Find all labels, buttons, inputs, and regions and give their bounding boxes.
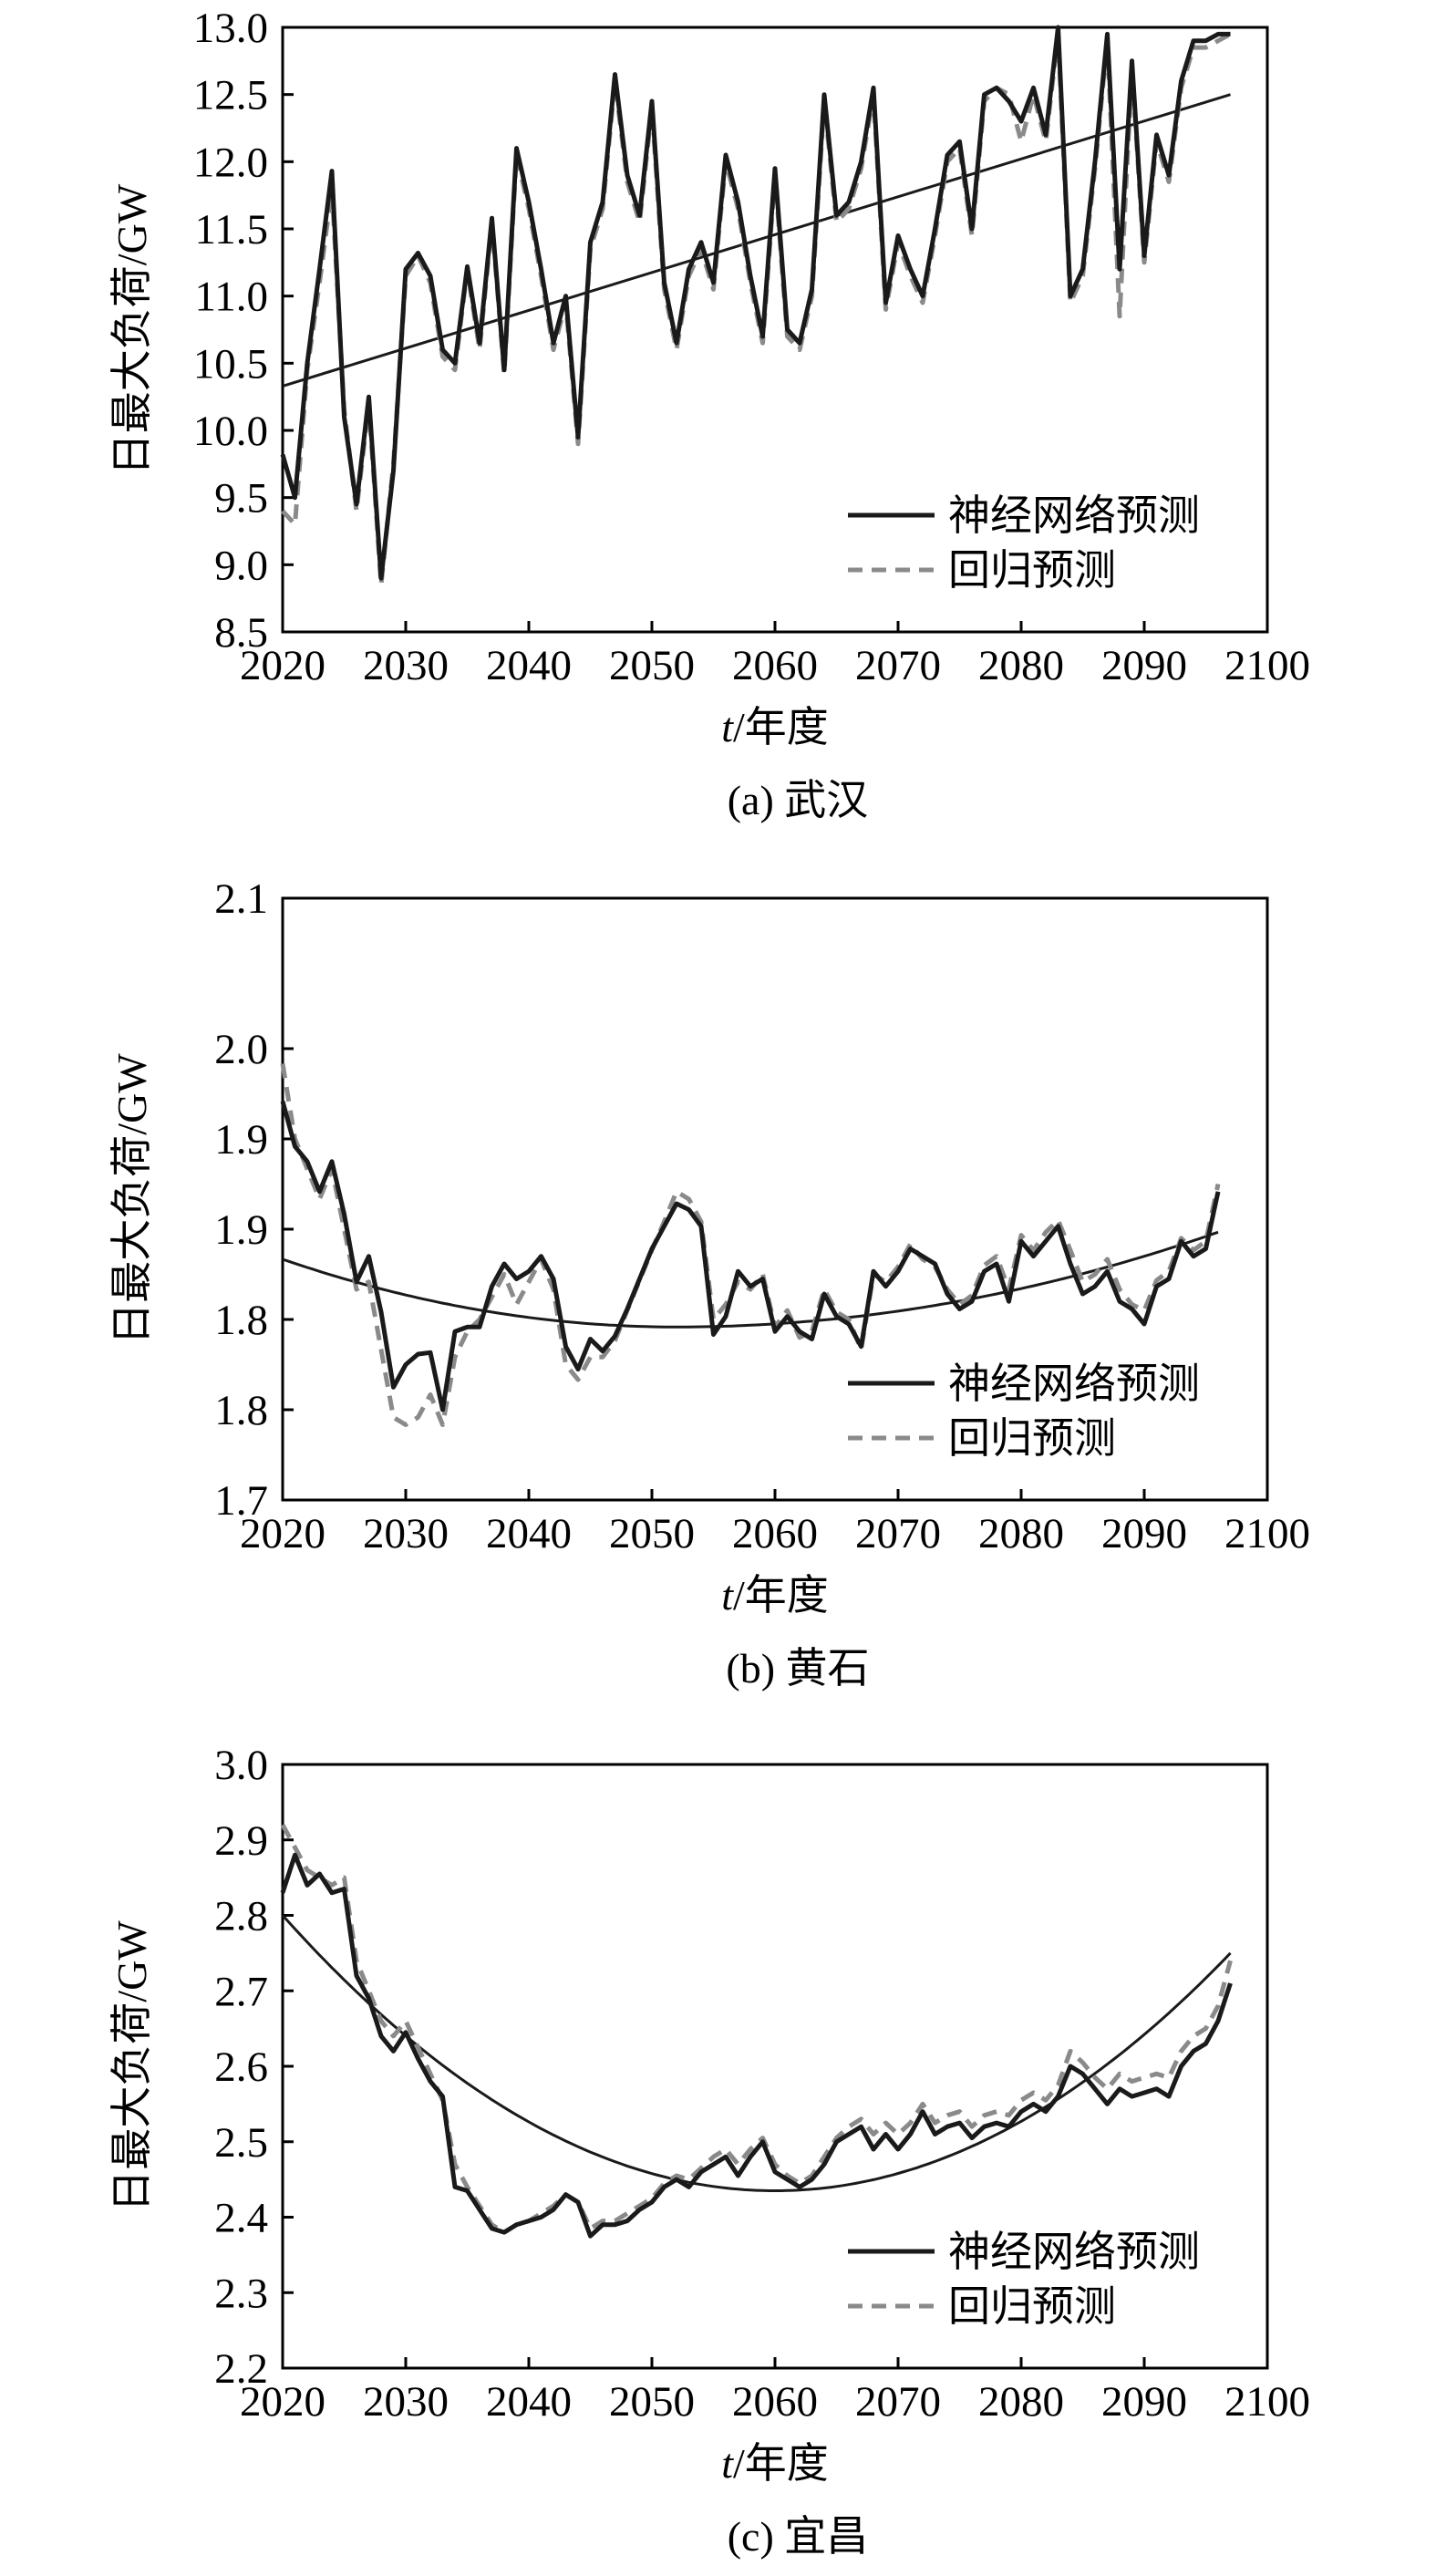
y-tick-label: 10.0 <box>193 408 268 455</box>
y-tick-label: 2.2 <box>214 2345 268 2393</box>
y-tick-label: 2.4 <box>214 2195 268 2242</box>
chart-panel-3: 2020 2030 2040 2050 2060 2070 2080 2090 2100 2.2 2… <box>108 1742 1310 2560</box>
trend-line <box>282 1230 1219 1329</box>
y-axis-label: 日最大负荷/GW <box>108 1920 155 2212</box>
x-tick-label: 2040 <box>486 2378 572 2426</box>
x-tick-label: 2050 <box>609 1510 695 1557</box>
x-tick-label: 2040 <box>486 1510 572 1557</box>
chart-caption: (a) 武汉 <box>728 777 869 823</box>
y-tick-label: 1.8 <box>214 1387 268 1434</box>
x-tick-label: 2040 <box>486 642 572 689</box>
x-tick-label: 2070 <box>855 2378 941 2426</box>
x-axis-label: t/年度 <box>721 704 829 750</box>
chart-caption: (b) 黄石 <box>726 1645 869 1691</box>
chart-caption: (c) 宜昌 <box>728 2513 869 2560</box>
x-tick-label: 2030 <box>363 1510 449 1557</box>
legend-label-neural: 神经网络预测 <box>948 2227 1200 2276</box>
x-tick-label: 2080 <box>978 642 1064 689</box>
y-tick-label: 12.0 <box>193 139 268 186</box>
x-tick-label: 2020 <box>240 642 325 689</box>
x-tick-label: 2070 <box>855 1510 941 1557</box>
y-tick-label: 2.3 <box>214 2270 268 2317</box>
x-tick-label: 2100 <box>1224 642 1310 689</box>
x-tick-label: 2100 <box>1224 1510 1310 1557</box>
plot-frame <box>281 1763 1269 2370</box>
y-tick-label: 1.9 <box>214 1116 268 1164</box>
y-tick-label: 1.9 <box>214 1206 268 1254</box>
legend-label-regression: 回归预测 <box>948 2281 1116 2331</box>
x-tick-label: 2070 <box>855 642 941 689</box>
series-regression <box>280 1063 1221 1427</box>
trend-line <box>281 1914 1232 2192</box>
y-tick-label: 2.1 <box>214 875 268 923</box>
y-tick-label: 2.6 <box>214 2043 268 2091</box>
y-tick-label: 12.5 <box>193 72 268 119</box>
y-tick-label: 1.8 <box>214 1297 268 1344</box>
y-tick-label: 11.0 <box>194 274 268 321</box>
y-tick-label: 2.5 <box>214 2119 268 2167</box>
y-tick-label: 1.7 <box>214 1477 268 1525</box>
x-tick-label: 2080 <box>978 1510 1064 1557</box>
plot-frame <box>281 26 1269 634</box>
x-tick-label: 2030 <box>363 642 449 689</box>
legend-label-regression: 回归预测 <box>948 1413 1116 1463</box>
x-tick-label: 2060 <box>732 1510 818 1557</box>
y-tick-label: 13.0 <box>193 5 268 52</box>
x-axis-label: t/年度 <box>721 2440 829 2487</box>
y-tick-label: 10.5 <box>193 340 268 388</box>
series-neural-network <box>280 25 1231 581</box>
series-neural-network <box>280 1101 1221 1412</box>
legend-label-neural: 神经网络预测 <box>948 491 1200 540</box>
y-tick-label: 3.0 <box>214 1742 268 1789</box>
y-tick-label: 2.7 <box>214 1968 268 2015</box>
series-regression <box>280 1824 1233 2235</box>
chart-panel-1: 2020 2030 2040 2050 2060 2070 2080 2090 2100 8.5 9… <box>108 5 1310 823</box>
x-axis-label: t/年度 <box>721 1572 829 1619</box>
x-tick-label: 2020 <box>240 1510 325 1557</box>
y-tick-label: 2.8 <box>214 1893 268 1940</box>
x-tick-label: 2100 <box>1224 2378 1310 2426</box>
x-tick-label: 2020 <box>240 2378 325 2426</box>
x-tick-label: 2090 <box>1101 642 1187 689</box>
y-tick-label: 2.9 <box>214 1817 268 1865</box>
y-tick-label: 9.5 <box>214 475 268 522</box>
y-axis-label: 日最大负荷/GW <box>108 1053 155 1345</box>
legend-label-regression: 回归预测 <box>948 545 1116 595</box>
series-neural-network <box>280 1852 1233 2239</box>
x-tick-label: 2080 <box>978 2378 1064 2426</box>
plot-frame <box>281 896 1269 1502</box>
x-tick-label: 2090 <box>1101 2378 1187 2426</box>
y-tick-label: 11.5 <box>194 206 268 253</box>
x-tick-label: 2030 <box>363 2378 449 2426</box>
x-tick-label: 2050 <box>609 2378 695 2426</box>
y-tick-label: 8.5 <box>214 609 268 657</box>
y-axis-label: 日最大负荷/GW <box>108 183 155 475</box>
x-tick-label: 2050 <box>609 642 695 689</box>
y-tick-label: 9.0 <box>214 542 268 589</box>
x-tick-label: 2060 <box>732 642 818 689</box>
chart-panel-2: 2020 2030 2040 2050 2060 2070 2080 2090 2100 1.7 1… <box>108 875 1310 1691</box>
x-tick-label: 2060 <box>732 2378 818 2426</box>
y-tick-label: 2.0 <box>214 1026 268 1073</box>
x-tick-label: 2090 <box>1101 1510 1187 1557</box>
legend-label-neural: 神经网络预测 <box>948 1359 1200 1408</box>
